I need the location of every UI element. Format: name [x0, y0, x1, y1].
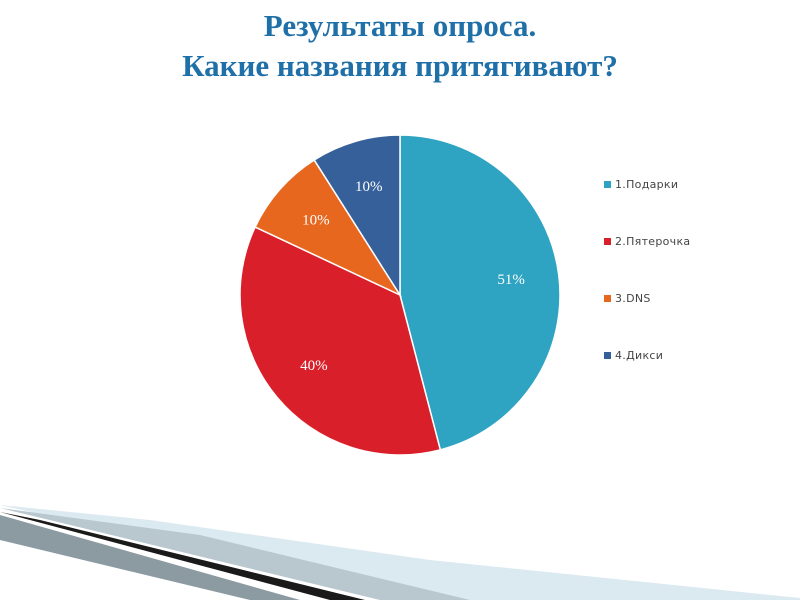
pie-slice-label-1: 51% — [497, 272, 525, 288]
legend-label-4: 4.Дикси — [615, 349, 664, 362]
legend-swatch-4 — [604, 351, 611, 359]
legend-item-3: 3.DNS — [604, 292, 651, 305]
decorative-stripe-hatch — [0, 515, 300, 600]
slide-title-line-1: Результаты опроса. — [263, 8, 537, 43]
legend-swatch-3 — [604, 294, 611, 302]
legend-item-2: 2.Пятерочка — [604, 235, 690, 248]
legend-label-2: 2.Пятерочка — [615, 235, 691, 248]
slide-title: Результаты опроса. Какие названия притяг… — [0, 6, 800, 86]
slide-title-line-2: Какие названия притягивают? — [182, 48, 618, 83]
legend-item-4: 4.Дикси — [604, 349, 663, 362]
decorative-stripe-gray — [0, 508, 470, 600]
legend-label-1: 1.Подарки — [615, 178, 679, 191]
pie-slice-2 — [239, 226, 442, 456]
decorative-stripe-dark — [0, 512, 365, 600]
pie-slice-label-2: 40% — [300, 358, 328, 374]
pie-slice-4 — [313, 134, 401, 298]
pie-slice-label-3: 10% — [302, 212, 330, 228]
pie-slice-label-4: 10% — [355, 179, 383, 195]
legend-label-3: 3.DNS — [615, 292, 651, 305]
pie-slice-1 — [399, 134, 561, 451]
pie-slice-3 — [254, 158, 403, 297]
decorative-stripe-light — [0, 505, 800, 600]
legend-swatch-1 — [604, 180, 611, 188]
legend-swatch-2 — [604, 237, 611, 245]
legend-item-1: 1.Подарки — [604, 178, 678, 191]
